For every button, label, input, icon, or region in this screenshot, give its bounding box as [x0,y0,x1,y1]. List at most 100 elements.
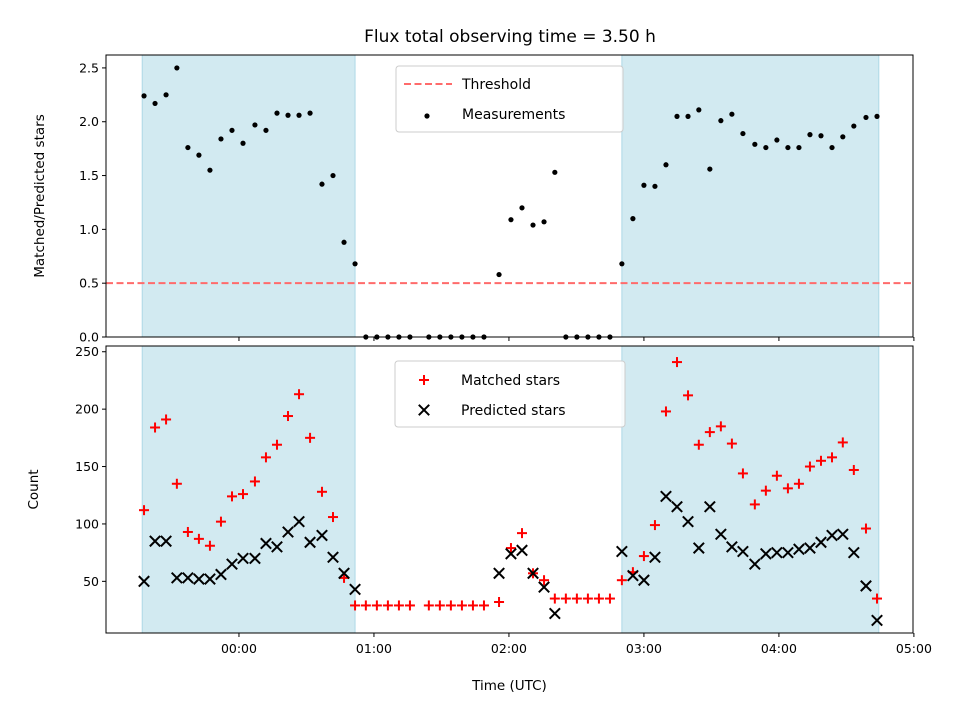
top-legend: Threshold Measurements [395,65,624,133]
top-y-tick-label: 1.5 [79,168,99,183]
predicted-star-point [527,567,539,580]
measurement-point [774,137,780,143]
predicted-star-point [638,574,650,587]
measurement-point [685,113,691,119]
matched-star-point [660,406,671,417]
matched-star-point [804,461,815,472]
predicted-star-point [304,536,316,549]
matched-star-point [737,468,748,479]
measurement-point [630,216,636,222]
measurement-point [263,127,269,133]
matched-star-point [604,593,615,604]
matched-star-point [704,427,715,438]
predicted-star-point [327,551,339,564]
bottom-observing-window-2 [621,345,880,634]
predicted-star-point [548,607,561,620]
matched-star-point [445,600,456,611]
predicted-star-point [626,569,639,582]
measurement-point [319,181,325,187]
matched-star-point [182,526,193,537]
matched-star-point [539,575,550,586]
bottom-y-tick-label: 100 [75,516,99,531]
measurement-point [863,114,869,121]
matched-star-point [305,432,316,443]
measurement-point [496,271,502,278]
measurement-point [718,118,724,124]
bottom-panel: 50 100 150 200 250 00:00 01:00 02:00 03:00 04:00 0… [26,344,932,694]
measurement-point [163,92,169,98]
chart-title: Flux total observing time = 3.50 h [364,27,656,47]
top-y-tick-label: 2.5 [79,60,99,75]
measurement-point [763,144,769,151]
measurement-point [552,169,558,175]
predicted-star-point [793,543,805,556]
measurement-point [207,167,213,173]
measurement-point [652,183,658,189]
predicted-star-point [682,515,694,528]
measurement-point [330,172,336,179]
top-legend-box [395,65,624,133]
matched-star-point [350,600,361,611]
predicted-star-point [871,614,883,627]
top-observing-window-1 [141,54,356,338]
predicted-star-point [505,547,517,560]
predicted-star-point [138,575,150,588]
bottom-y-axis-label: Count [26,469,42,509]
measurement-point [619,261,625,267]
bottom-y-tick-label: 50 [83,574,99,589]
matched-star-point [760,485,771,496]
predicted-star-point [782,546,794,559]
matched-star-point [782,483,793,494]
top-y-tick-label: 0.5 [79,276,99,291]
x-tick-label: 02:00 [491,641,527,656]
predicted-star-point [493,567,505,580]
matched-star-point [749,499,760,510]
matched-star-point [715,421,726,432]
x-tick-label: 05:00 [896,641,932,656]
matched-star-point [161,414,172,425]
bottom-y-tick-label: 200 [75,402,99,417]
matched-star-point [226,491,237,502]
matched-star-point [404,600,415,611]
predicted-star-point [226,558,238,571]
measurement-point [641,182,647,188]
matched-star-point [505,543,516,554]
bottom-y-tick-label: 250 [75,344,99,359]
matched-star-point [516,528,527,539]
matched-star-point [283,411,294,422]
top-y-tick-label: 0.0 [79,330,99,345]
predicted-star-point [860,580,872,592]
predicted-star-point [215,568,227,581]
predicted-star-point [748,558,761,571]
predicted-star-point [692,542,705,554]
matched-star-point [371,600,382,611]
x-tick-label: 00:00 [221,641,257,656]
legend-measurements-swatch [424,113,430,119]
bottom-legend-box [394,360,626,428]
predicted-star-point [170,571,183,584]
matched-star-point [616,575,627,586]
predicted-star-point [671,500,683,513]
measurement-point [296,112,302,118]
measurement-point [174,65,180,71]
measurement-point [218,136,224,142]
predicted-star-point [204,573,216,585]
bottom-legend: Matched stars Predicted stars [394,360,626,428]
measurement-point [285,112,291,118]
predicted-star-point [770,546,783,559]
predicted-star-point [181,571,194,584]
measurement-point [229,127,235,133]
matched-star-point [726,438,737,449]
legend-predicted-swatch [418,404,430,416]
matched-star-point [571,593,582,604]
legend-measurements-label: Measurements [462,107,565,123]
matched-star-point [423,600,434,611]
predicted-star-point [649,551,661,564]
x-axis-label: Time (UTC) [471,678,547,694]
matched-star-point [478,600,489,611]
measurement-point [840,134,846,140]
matched-star-point [872,593,883,604]
legend-threshold-label: Threshold [461,77,531,93]
measurement-point [663,162,669,168]
